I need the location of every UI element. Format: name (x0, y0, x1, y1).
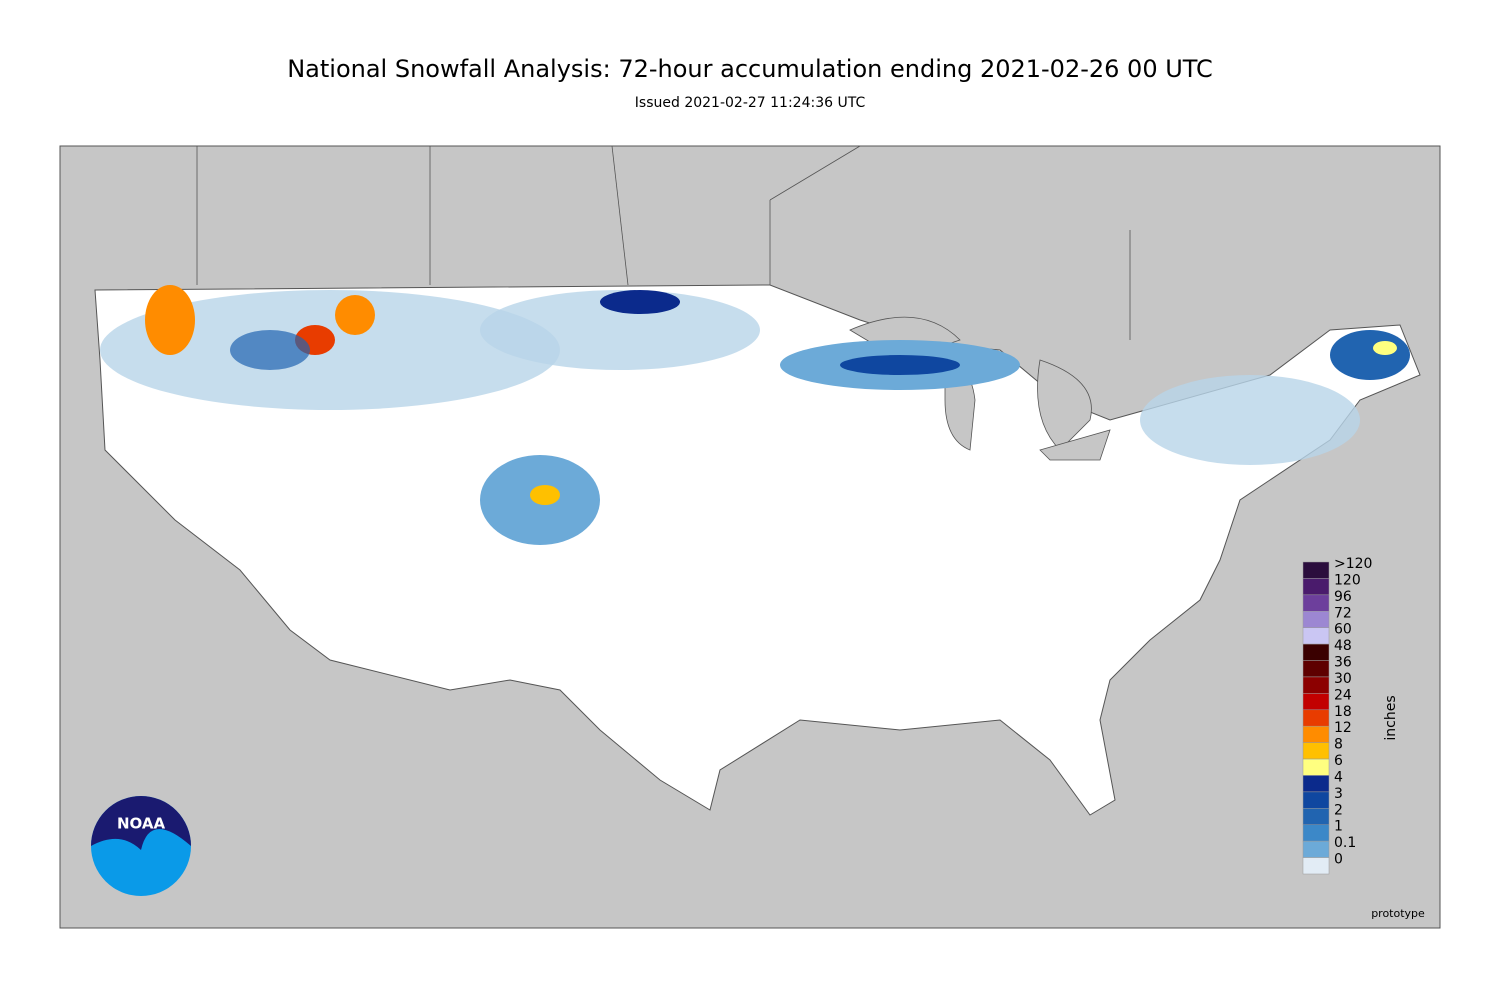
legend-swatch (1302, 758, 1330, 776)
legend-swatch (1302, 578, 1330, 596)
legend-swatch (1302, 709, 1330, 727)
legend-label: 36 (1334, 655, 1352, 671)
legend-label: 6 (1334, 753, 1343, 769)
legend-swatch (1302, 693, 1330, 711)
legend-label: 8 (1334, 737, 1343, 753)
legend-label: 60 (1334, 622, 1352, 638)
legend-swatch (1302, 840, 1330, 858)
legend-swatch (1302, 611, 1330, 628)
legend-swatch (1302, 791, 1330, 809)
logo-text: NOAA (117, 815, 166, 833)
note: prototype (1371, 907, 1425, 920)
legend-label: 96 (1334, 589, 1352, 605)
legend-label: 1 (1334, 819, 1343, 835)
legend-swatch (1302, 742, 1330, 760)
title: National Snowfall Analysis: 72-hour accu… (287, 55, 1213, 83)
legend-swatch (1302, 676, 1330, 694)
lakes (849, 316, 1111, 461)
legend-label: 30 (1334, 671, 1352, 687)
legend-swatch (1302, 660, 1330, 678)
legend-label: >120 (1334, 556, 1372, 572)
legend-swatch (1302, 725, 1330, 743)
legend-swatch (1302, 808, 1330, 825)
legend-label: 4 (1334, 769, 1343, 785)
legend-swatch (1302, 627, 1330, 645)
legend-label: 3 (1334, 786, 1343, 802)
legend-label: 48 (1334, 638, 1352, 654)
legend-label: 18 (1334, 704, 1352, 720)
legend-label: 0 (1334, 852, 1343, 868)
legend-swatch (1302, 857, 1330, 875)
legend-label: 0.1 (1334, 835, 1356, 851)
legend-swatch (1302, 824, 1330, 842)
legend-label: 72 (1334, 605, 1352, 621)
legend-label: 12 (1334, 720, 1352, 736)
legend-swatch (1302, 643, 1330, 661)
subtitle: Issued 2021-02-27 11:24:36 UTC (635, 95, 866, 111)
legend-label: 2 (1334, 802, 1343, 818)
noaa-logo: NOAA (91, 796, 191, 896)
legend-unit: inches (1383, 695, 1399, 740)
legend-swatch (1302, 775, 1330, 793)
legend-swatch (1302, 594, 1330, 612)
snow-cover (100, 285, 1410, 545)
legend-label: 120 (1334, 572, 1361, 588)
legend-label: 24 (1334, 687, 1352, 703)
legend-swatch (1302, 561, 1330, 579)
borders (196, 145, 1131, 340)
